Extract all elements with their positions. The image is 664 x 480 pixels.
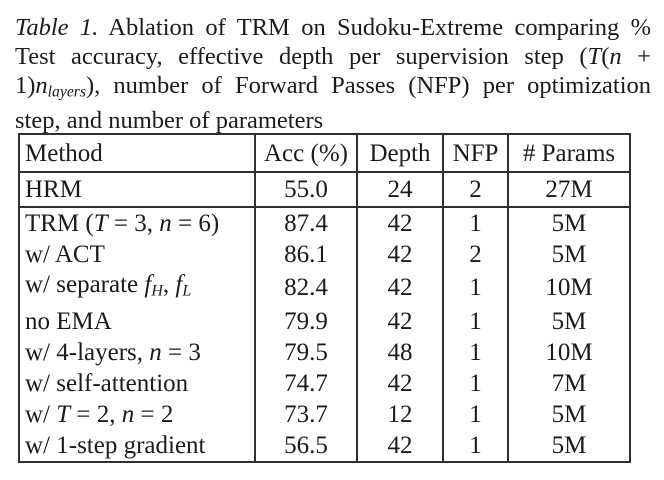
nfp-cell: 1	[442, 207, 508, 239]
acc-cell: 79.9	[254, 305, 357, 337]
header-method: Method	[18, 134, 255, 173]
acc-cell: 79.5	[254, 336, 357, 368]
table-row: w/ ACT 86.1 42 2 5M	[18, 239, 630, 270]
table-row: w/ 4-layers, n = 3 79.5 48 1 10M	[18, 336, 630, 368]
table-row: w/ self-attention 74.7 42 1 7M	[18, 367, 630, 399]
acc-cell: 87.4	[254, 207, 357, 239]
caption-line: Table 1. Ablation of TRM on Sudoku-Extre…	[15, 14, 651, 41]
table-header-row: Method Acc (%) Depth NFP # Params	[18, 134, 630, 173]
params-cell: 27M	[507, 172, 630, 208]
caption-line: Test accuracy, effective depth per super…	[15, 43, 651, 70]
depth-cell: 42	[356, 429, 443, 462]
caption-line: step, and number of parameters	[15, 107, 324, 135]
table-row: w/ separate fH, fL 82.4 42 1 10M	[18, 270, 630, 306]
depth-cell: 12	[356, 398, 443, 430]
depth-cell: 24	[356, 172, 443, 208]
method-cell: w/ 4-layers, n = 3	[18, 336, 255, 368]
table-row: w/ T = 2, n = 2 73.7 12 1 5M	[18, 398, 630, 430]
params-cell: 5M	[507, 305, 630, 337]
table-row: HRM 55.0 24 2 27M	[18, 172, 630, 208]
acc-cell: 82.4	[254, 270, 357, 306]
ablation-table: Method Acc (%) Depth NFP # Params HRM 55…	[18, 133, 631, 463]
acc-cell: 56.5	[254, 429, 357, 462]
depth-cell: 42	[356, 305, 443, 337]
params-cell: 10M	[507, 270, 630, 306]
depth-cell: 48	[356, 336, 443, 368]
header-acc: Acc (%)	[254, 134, 357, 173]
header-depth: Depth	[356, 134, 443, 173]
depth-cell: 42	[356, 207, 443, 239]
acc-cell: 55.0	[254, 172, 357, 208]
table-row: no EMA 79.9 42 1 5M	[18, 305, 630, 337]
nfp-cell: 2	[442, 172, 508, 208]
depth-cell: 42	[356, 270, 443, 306]
method-cell: w/ self-attention	[18, 367, 255, 399]
table-row: w/ 1-step gradient 56.5 42 1 5M	[18, 429, 630, 462]
header-nfp: NFP	[442, 134, 508, 173]
method-cell: w/ T = 2, n = 2	[18, 398, 255, 430]
params-cell: 10M	[507, 336, 630, 368]
caption-line: 1)nlayers), number of Forward Passes (NF…	[15, 72, 651, 101]
nfp-cell: 2	[442, 239, 508, 270]
method-cell: w/ separate fH, fL	[18, 270, 255, 306]
method-cell: no EMA	[18, 305, 255, 337]
nfp-cell: 1	[442, 305, 508, 337]
params-cell: 5M	[507, 429, 630, 462]
depth-cell: 42	[356, 239, 443, 270]
nfp-cell: 1	[442, 429, 508, 462]
header-params: # Params	[507, 134, 630, 173]
method-cell: HRM	[18, 172, 255, 208]
params-cell: 5M	[507, 207, 630, 239]
nfp-cell: 1	[442, 367, 508, 399]
params-cell: 5M	[507, 239, 630, 270]
acc-cell: 73.7	[254, 398, 357, 430]
nfp-cell: 1	[442, 336, 508, 368]
acc-cell: 86.1	[254, 239, 357, 270]
method-cell: w/ ACT	[18, 239, 255, 270]
depth-cell: 42	[356, 367, 443, 399]
params-cell: 7M	[507, 367, 630, 399]
nfp-cell: 1	[442, 270, 508, 306]
params-cell: 5M	[507, 398, 630, 430]
table-caption: Table 1. Ablation of TRM on Sudoku-Extre…	[15, 13, 651, 135]
table-row: TRM (T = 3, n = 6) 87.4 42 1 5M	[18, 207, 630, 239]
acc-cell: 74.7	[254, 367, 357, 399]
method-cell: TRM (T = 3, n = 6)	[18, 207, 255, 239]
method-cell: w/ 1-step gradient	[18, 429, 255, 462]
nfp-cell: 1	[442, 398, 508, 430]
